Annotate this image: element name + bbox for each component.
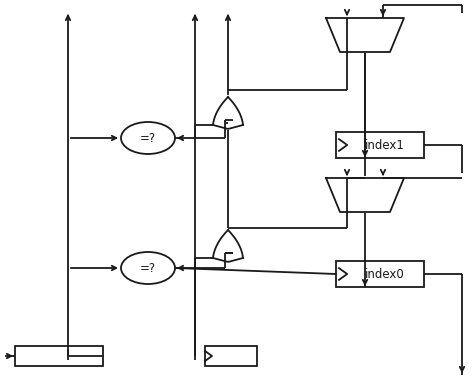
Bar <box>336 132 424 158</box>
Text: =?: =? <box>140 261 156 274</box>
Bar <box>336 261 424 287</box>
Ellipse shape <box>121 122 175 154</box>
Text: index1: index1 <box>365 139 405 152</box>
Bar <box>205 346 257 366</box>
Text: =?: =? <box>140 131 156 144</box>
Bar <box>15 346 103 366</box>
Ellipse shape <box>121 252 175 284</box>
Text: index0: index0 <box>365 267 405 280</box>
